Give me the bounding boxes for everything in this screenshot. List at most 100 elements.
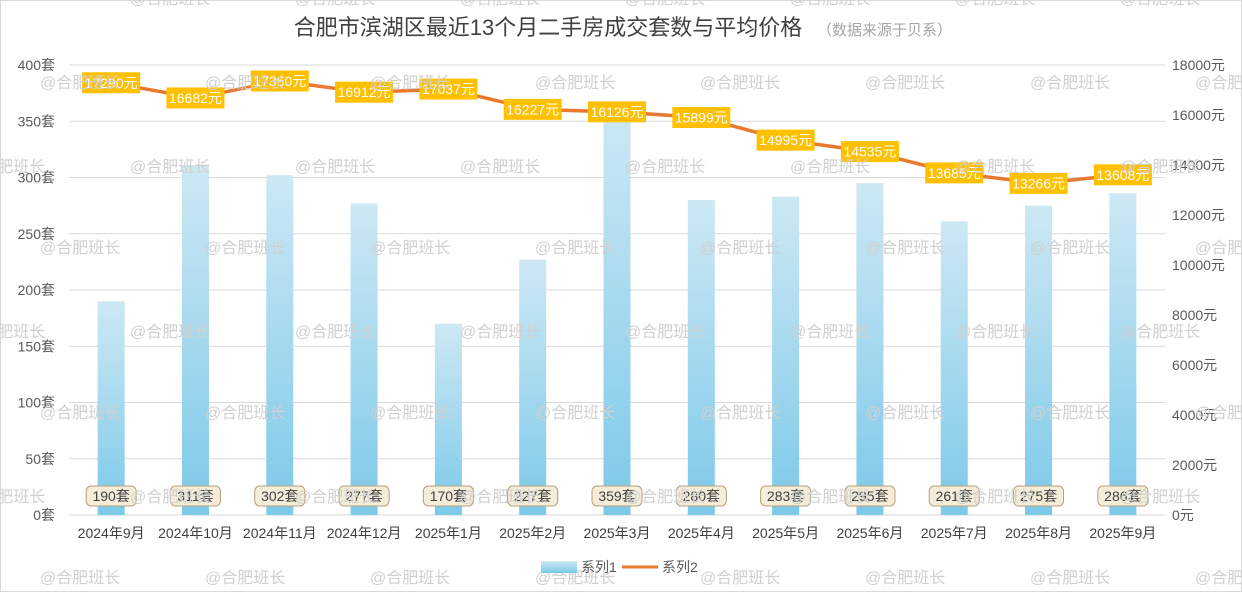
x-category-label: 2025年5月 (752, 525, 819, 541)
bar-data-label-box (338, 485, 390, 507)
watermark-text: @合肥班长 (535, 569, 615, 587)
watermark-text: @合肥班长 (865, 239, 945, 257)
watermark-text: @合肥班长 (1195, 404, 1242, 422)
bar-data-label: 302套 (261, 488, 298, 504)
watermark-text: @合肥班长 (205, 239, 285, 257)
watermark-text: @合肥班长 (370, 239, 450, 257)
y-left-tick-label: 300套 (18, 170, 55, 186)
watermark-text: @合肥班长 (40, 239, 120, 257)
watermark-text: @合肥班长 (700, 404, 780, 422)
x-category-label: 2025年9月 (1089, 525, 1156, 541)
bar (687, 200, 715, 515)
bar (856, 183, 884, 515)
watermark-text: @合肥班长 (865, 404, 945, 422)
watermark-text: @合肥班长 (625, 323, 705, 341)
watermark-text: @合肥班长 (1120, 0, 1200, 8)
x-category-label: 2024年9月 (78, 525, 145, 541)
line-data-label: 13266元 (1012, 175, 1065, 191)
watermark-text: @合肥班长 (1120, 323, 1200, 341)
watermark-text: @合肥班长 (1030, 404, 1110, 422)
bar-data-label-box (85, 485, 137, 507)
watermark-text: @合肥班长 (865, 569, 945, 587)
line-data-label-box (672, 107, 731, 129)
x-category-label: 2025年6月 (836, 525, 903, 541)
watermark-text: @合肥班长 (370, 74, 450, 92)
bar (1109, 193, 1137, 515)
bar-data-label: 261套 (936, 488, 973, 504)
bar-data-label-box (844, 485, 896, 507)
watermark-text: @合肥班长 (0, 488, 45, 506)
watermark-text: @合肥班长 (1195, 239, 1242, 257)
watermark-text: @合肥班长 (460, 323, 540, 341)
bar-data-label-box (507, 485, 559, 507)
watermark-text: @合肥班长 (700, 569, 780, 587)
bar-data-label-box (591, 485, 643, 507)
line-data-label: 17037元 (422, 81, 475, 97)
bar-data-label: 283套 (767, 488, 804, 504)
watermark-text: @合肥班长 (625, 158, 705, 176)
y-right-tick-label: 0元 (1172, 507, 1194, 523)
line-data-label: 15899元 (675, 110, 728, 126)
bar (1025, 205, 1053, 515)
watermark-text: @合肥班长 (790, 158, 870, 176)
watermark-text: @合肥班长 (205, 74, 285, 92)
watermark-text: @合肥班长 (625, 0, 705, 8)
chart-title: 合肥市滨湖区最近13个月二手房成交套数与平均价格 (294, 15, 802, 40)
watermark-text: @合肥班长 (40, 74, 120, 92)
x-category-label: 2025年1月 (415, 525, 482, 541)
y-right-tick-label: 4000元 (1172, 407, 1217, 423)
line-data-label-box (925, 162, 984, 184)
bar-data-label: 286套 (1104, 488, 1141, 504)
bar (350, 203, 378, 515)
legend-label-series2: 系列2 (662, 559, 698, 575)
line-data-label: 16227元 (506, 101, 559, 117)
y-right-tick-label: 18000元 (1172, 57, 1225, 73)
legend: 系列1 系列2 (541, 559, 698, 575)
watermark-text: @合肥班长 (955, 0, 1035, 8)
x-category-label: 2025年8月 (1005, 525, 1072, 541)
y-left-tick-label: 200套 (18, 282, 55, 298)
watermark-text: @合肥班长 (1030, 239, 1110, 257)
line-data-label-box (166, 87, 225, 109)
x-category-label: 2025年3月 (584, 525, 651, 541)
line-data-label-box (503, 98, 562, 120)
watermark-text: @合肥班长 (1195, 569, 1242, 587)
watermark-text: @合肥班长 (370, 569, 450, 587)
line-data-label: 17360元 (253, 73, 306, 89)
bar-data-label: 190套 (92, 488, 129, 504)
y-right-tick-label: 6000元 (1172, 357, 1217, 373)
watermark-text: @合肥班长 (40, 569, 120, 587)
watermark-text: @合肥班长 (295, 323, 375, 341)
x-category-label: 2025年4月 (668, 525, 735, 541)
bar-data-label: 227套 (514, 488, 551, 504)
watermark-text: @合肥班长 (370, 404, 450, 422)
y-left-tick-label: 100套 (18, 395, 55, 411)
line-data-label-box (840, 141, 899, 163)
y-left-tick-label: 150套 (18, 338, 55, 354)
watermark-text: @合肥班长 (1120, 488, 1200, 506)
y-left-tick-label: 400套 (18, 57, 55, 73)
watermark-text: @合肥班长 (865, 74, 945, 92)
y-right-tick-label: 2000元 (1172, 457, 1217, 473)
watermark-text: @合肥班长 (295, 488, 375, 506)
watermark-text: @合肥班长 (700, 239, 780, 257)
line-data-label: 13685元 (928, 165, 981, 181)
line-data-label-box (250, 70, 309, 92)
watermark-text: @合肥班长 (0, 323, 45, 341)
y-right-tick-label: 14000元 (1172, 157, 1225, 173)
bar (181, 165, 209, 515)
bar-data-label: 170套 (430, 488, 467, 504)
watermark-text: @合肥班长 (790, 488, 870, 506)
watermark-text: @合肥班长 (535, 404, 615, 422)
watermark-text: @合肥班长 (955, 158, 1035, 176)
watermark-text: @合肥班长 (295, 158, 375, 176)
line-data-label: 17290元 (85, 75, 138, 91)
y-left-tick-label: 0套 (33, 507, 55, 523)
x-category-label: 2025年7月 (921, 525, 988, 541)
watermark-text: @合肥班长 (40, 404, 120, 422)
watermark-text: @合肥班长 (1195, 74, 1242, 92)
line-data-label-box (756, 129, 815, 151)
bar-data-label: 275套 (1020, 488, 1057, 504)
bar-data-label: 280套 (683, 488, 720, 504)
watermark-text: @合肥班长 (130, 0, 210, 8)
